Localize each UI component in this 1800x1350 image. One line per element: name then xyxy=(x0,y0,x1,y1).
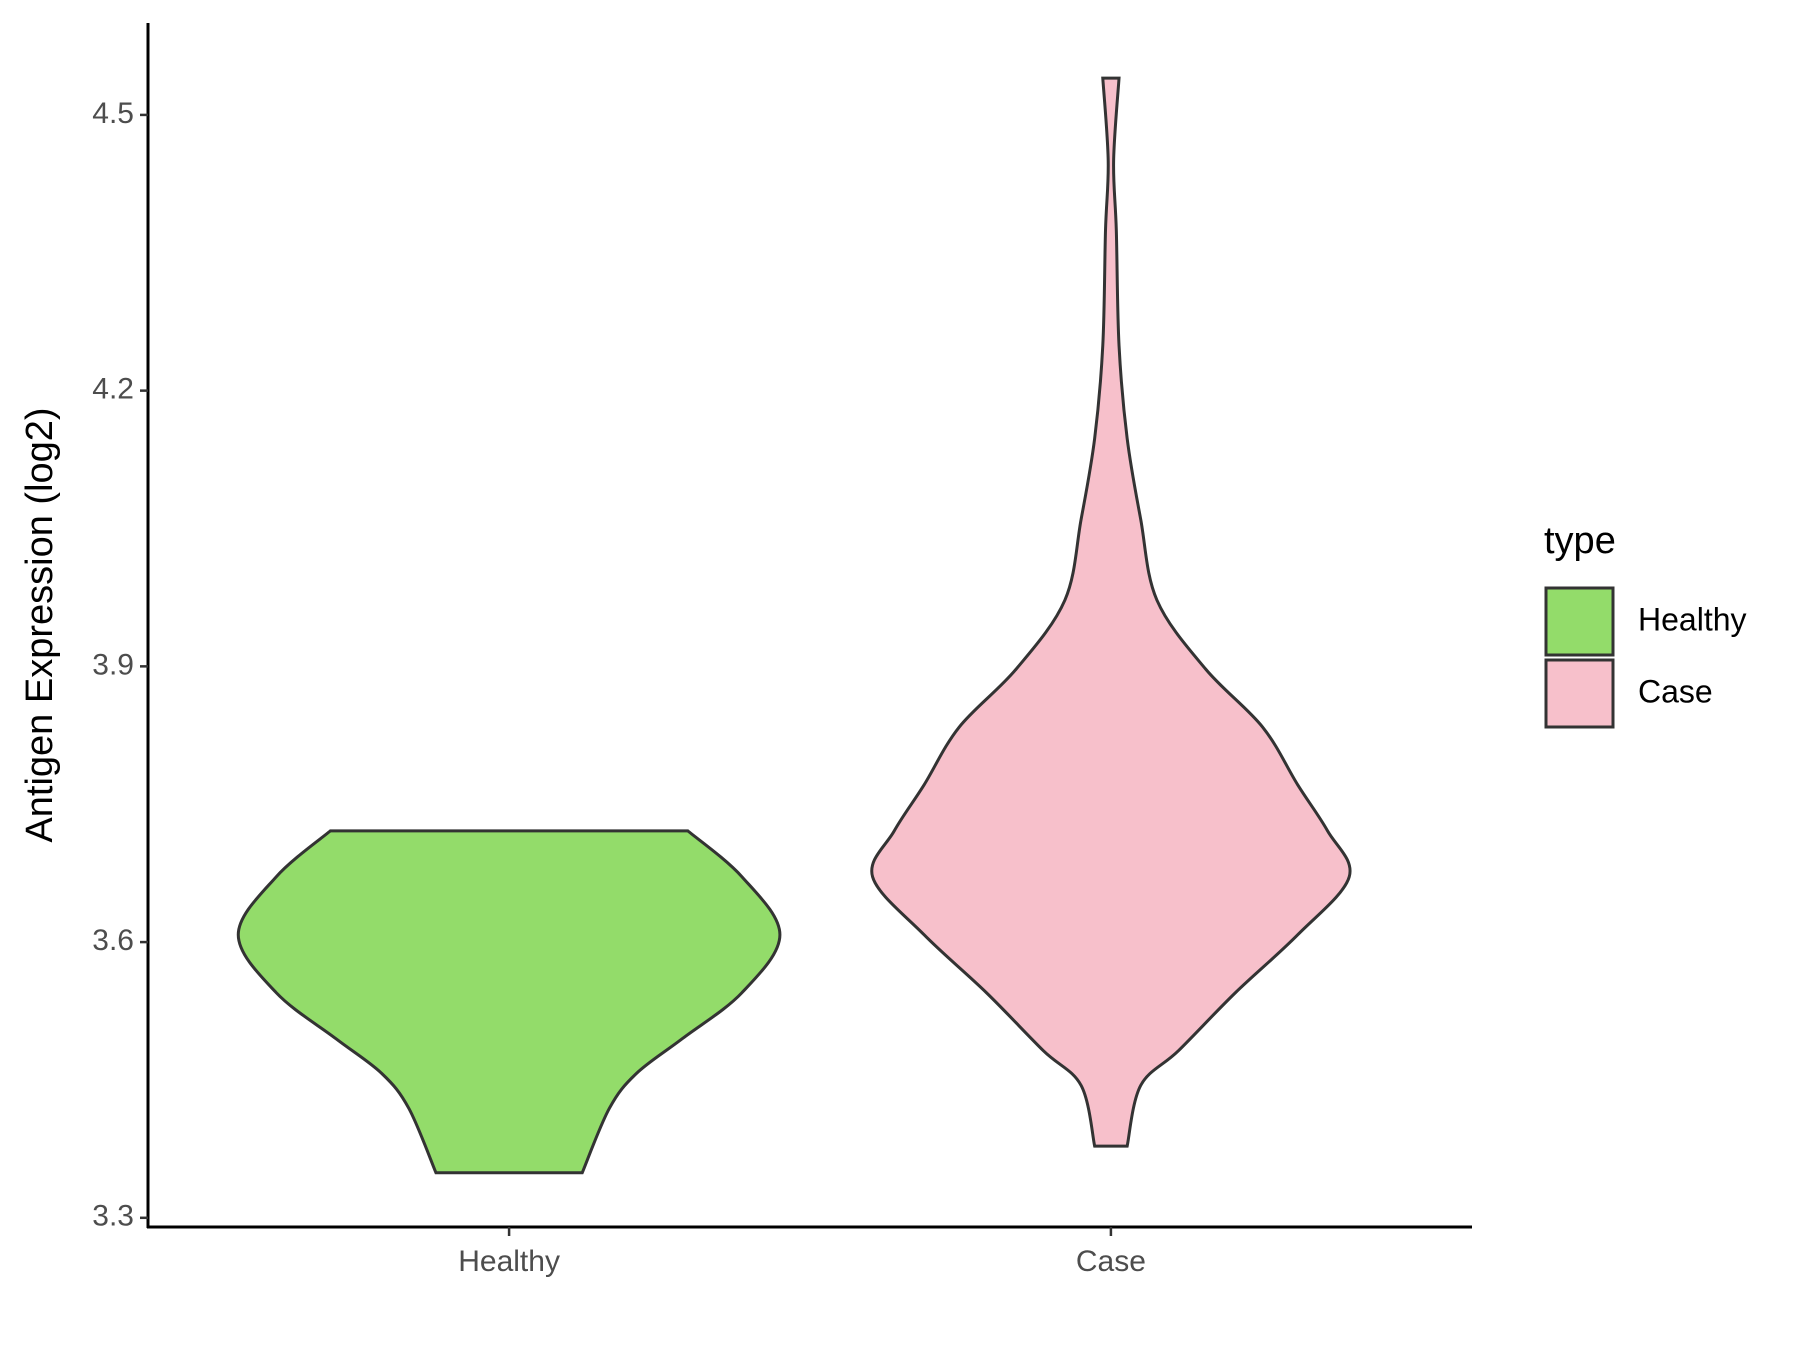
y-tick-label: 3.6 xyxy=(92,924,134,957)
violin xyxy=(236,829,782,1175)
legend-key xyxy=(1544,586,1615,657)
legend-key xyxy=(1544,658,1615,729)
y-tick-label: 4.2 xyxy=(92,373,134,406)
legend-title: type xyxy=(1544,520,1616,562)
y-axis-title: Antigen Expression (log2) xyxy=(19,407,61,842)
legend-label: Case xyxy=(1638,673,1713,709)
y-tick-label: 3.9 xyxy=(92,648,134,681)
x-tick-label: Healthy xyxy=(458,1245,560,1278)
x-tick-label: Case xyxy=(1076,1245,1146,1278)
y-tick-label: 4.5 xyxy=(92,97,134,130)
legend-label: Healthy xyxy=(1638,601,1747,637)
violin xyxy=(870,76,1352,1148)
y-tick-label: 3.3 xyxy=(92,1200,134,1233)
